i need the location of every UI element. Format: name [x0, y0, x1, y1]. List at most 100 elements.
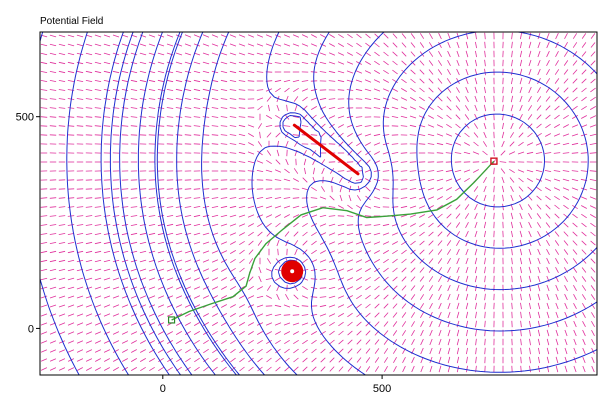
field-arrow [139, 259, 147, 263]
field-arrow [401, 267, 407, 273]
field-arrow [364, 107, 372, 109]
field-arrow [311, 150, 317, 156]
field-arrow [112, 241, 120, 245]
field-arrow [546, 257, 550, 265]
field-arrow [365, 285, 371, 291]
field-arrow [337, 115, 345, 119]
field-arrow [346, 286, 354, 290]
field-arrow [40, 286, 48, 290]
field-arrow [328, 241, 336, 245]
field-arrow [410, 294, 416, 300]
field-arrow [175, 286, 183, 290]
field-arrow [475, 329, 477, 337]
field-arrow [94, 107, 102, 109]
field-arrow [383, 79, 389, 83]
field-arrow [392, 348, 398, 354]
field-arrow [85, 61, 93, 65]
field-arrow [392, 258, 398, 264]
field-arrow [546, 32, 550, 40]
field-arrow [211, 197, 219, 199]
field-arrow [438, 365, 442, 373]
field-arrow [94, 250, 102, 254]
field-arrow [248, 339, 254, 345]
field-arrow [301, 43, 309, 47]
field-arrow [257, 231, 263, 237]
field-arrow [266, 366, 272, 372]
field-arrow [429, 303, 433, 309]
field-arrow [373, 224, 381, 226]
field-arrow [419, 87, 425, 93]
field-arrow [527, 105, 533, 111]
field-arrow [437, 267, 443, 273]
field-arrow [529, 311, 531, 319]
field-arrow [447, 311, 451, 319]
field-arrow [581, 267, 587, 273]
field-arrow [58, 89, 66, 91]
field-arrow [49, 34, 57, 38]
field-arrow [465, 96, 469, 102]
field-arrow [284, 168, 290, 174]
field-arrow [40, 313, 48, 317]
field-arrow [310, 278, 318, 280]
field-arrow [419, 231, 425, 237]
field-arrow [356, 303, 362, 309]
field-arrow [139, 304, 147, 308]
field-arrow [571, 196, 579, 200]
field-arrow [275, 132, 281, 138]
field-arrow [437, 78, 443, 84]
field-arrow [320, 132, 326, 138]
field-arrow [572, 69, 578, 75]
field-arrow [590, 222, 596, 228]
field-arrow [382, 232, 390, 236]
field-arrow [276, 293, 280, 301]
field-arrow [329, 43, 335, 47]
field-arrow [320, 241, 326, 245]
field-arrow [185, 322, 191, 326]
field-arrow [537, 266, 541, 274]
field-arrow [310, 43, 318, 47]
field-arrow [58, 250, 66, 254]
field-arrow [591, 365, 595, 373]
field-arrow [257, 150, 263, 156]
field-arrow [590, 87, 596, 93]
field-arrow [401, 249, 407, 255]
field-arrow [581, 87, 587, 93]
field-arrow [519, 86, 523, 94]
field-arrow [563, 222, 569, 228]
field-arrow [112, 259, 120, 263]
field-arrow [319, 71, 327, 73]
field-arrow [346, 61, 354, 65]
field-arrow [564, 302, 568, 310]
field-arrow [256, 43, 264, 47]
segment-obstacle [292, 123, 360, 176]
field-arrow [76, 34, 84, 38]
field-arrow [446, 96, 452, 102]
field-arrow [139, 250, 147, 254]
field-arrow [590, 240, 596, 246]
field-arrow [510, 186, 514, 192]
field-arrow [265, 322, 273, 326]
field-arrow [148, 107, 156, 109]
field-arrow [112, 116, 120, 118]
field-arrow [148, 277, 156, 281]
field-arrow [274, 62, 282, 64]
field-arrow [465, 222, 469, 228]
field-arrow [526, 151, 534, 155]
field-arrow [392, 267, 398, 273]
field-arrow [591, 356, 595, 364]
field-arrow [474, 248, 478, 256]
field-arrow [76, 322, 84, 326]
field-arrow [520, 302, 522, 310]
field-arrow [293, 339, 299, 345]
field-arrow [337, 107, 345, 109]
field-arrow [446, 123, 452, 129]
field-arrow [582, 312, 586, 318]
field-arrow [230, 348, 236, 354]
field-arrow [67, 70, 75, 74]
field-arrow [229, 197, 237, 199]
field-arrow [464, 114, 470, 120]
field-arrow [184, 79, 192, 83]
field-arrow [294, 104, 298, 112]
field-arrow [581, 231, 587, 237]
field-arrow [256, 52, 264, 56]
